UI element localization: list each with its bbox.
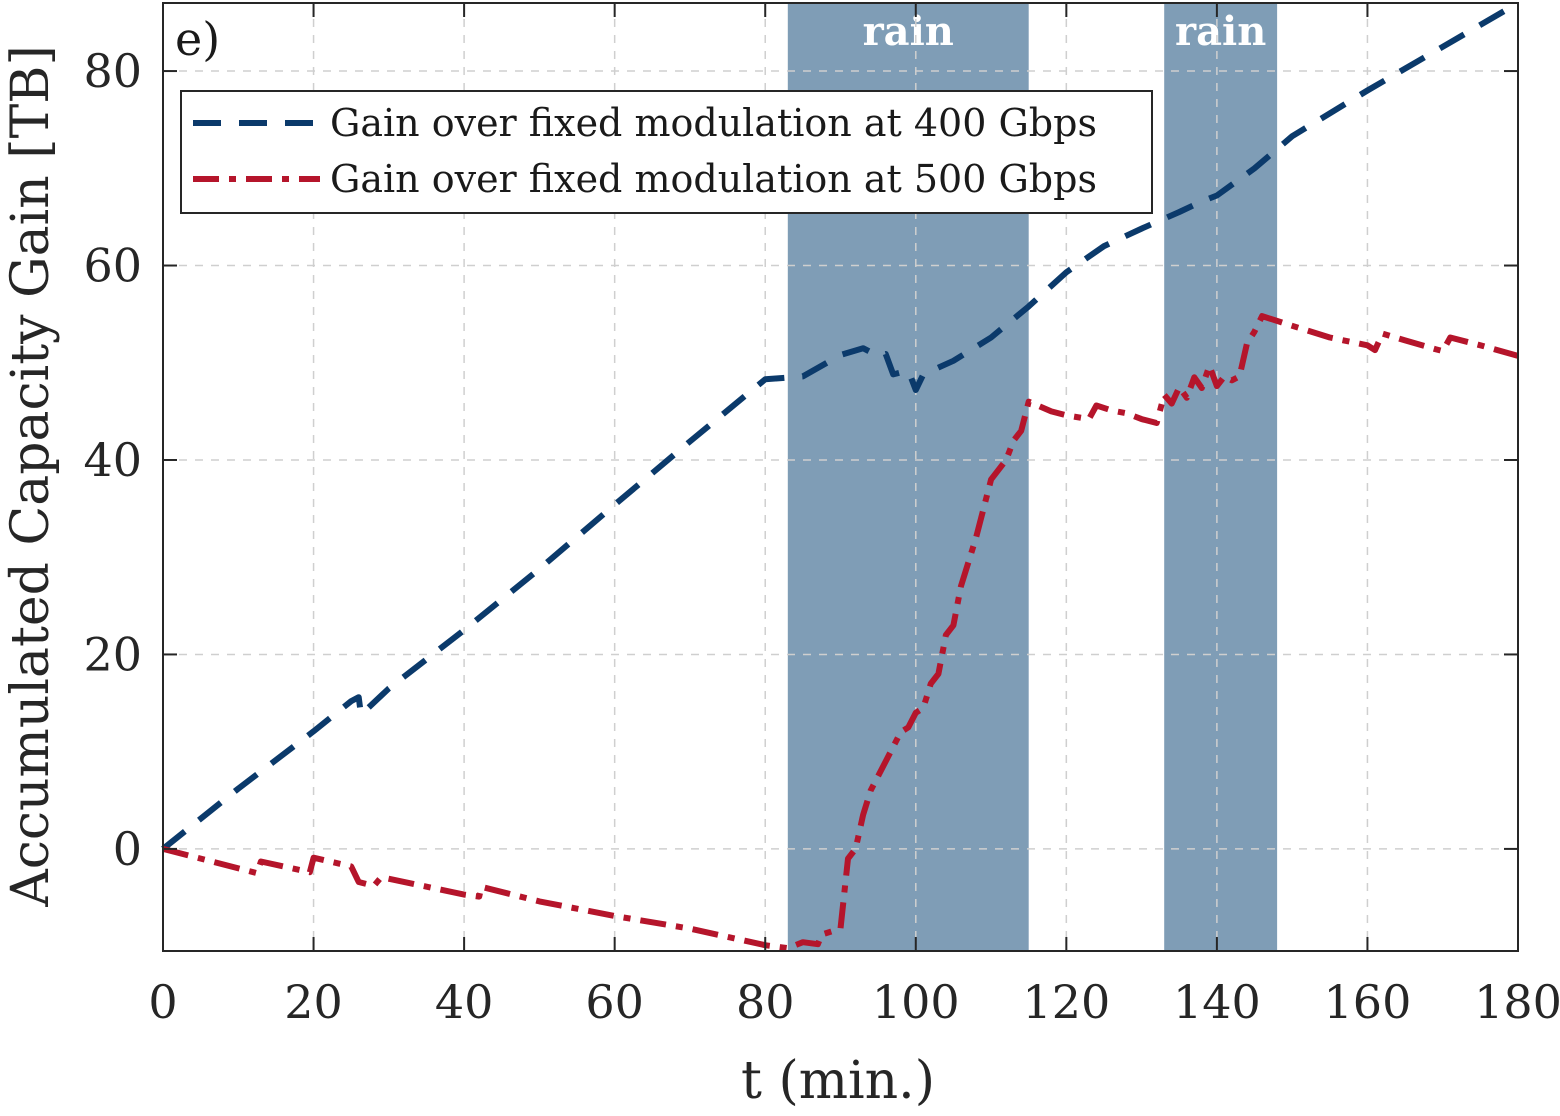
grid-lines — [163, 3, 1518, 951]
x-tick-label-60: 60 — [585, 975, 644, 1029]
legend: Gain over fixed modulation at 400 Gbps G… — [180, 90, 1153, 214]
rain-region-1 — [1164, 3, 1278, 951]
panel-label: e) — [175, 12, 220, 66]
y-tick-label-60: 60 — [83, 239, 142, 293]
rain-region-label-0: rain — [863, 8, 954, 55]
rain-region-label-1: rain — [1175, 8, 1266, 55]
legend-label-400gbps: Gain over fixed modulation at 400 Gbps — [330, 101, 1097, 145]
series-layer — [161, 0, 1520, 952]
legend-box — [180, 90, 1153, 214]
x-tick-label-40: 40 — [435, 975, 494, 1029]
x-axis-label: t (min.) — [741, 1051, 935, 1111]
y-tick-label-0: 0 — [113, 822, 142, 876]
legend-label-500gbps: Gain over fixed modulation at 500 Gbps — [330, 157, 1097, 201]
x-tick-label-140: 140 — [1173, 975, 1261, 1029]
series-line-500gbps — [162, 313, 1519, 952]
y-tick-label-20: 20 — [83, 627, 142, 681]
y-tick-label-80: 80 — [83, 44, 142, 98]
y-axis-label: Accumulated Capacity Gain [TB] — [1, 45, 61, 908]
x-tick-label-20: 20 — [284, 975, 343, 1029]
x-tick-label-180: 180 — [1474, 975, 1560, 1029]
x-tick-label-160: 160 — [1324, 975, 1412, 1029]
x-tick-label-120: 120 — [1022, 975, 1110, 1029]
plot-frame — [162, 2, 1519, 952]
series-line-400gbps — [161, 0, 1520, 852]
x-tick-label-100: 100 — [872, 975, 960, 1029]
y-tick-label-40: 40 — [83, 433, 142, 487]
x-tick-label-80: 80 — [736, 975, 795, 1029]
x-tick-label-0: 0 — [148, 975, 177, 1029]
tick-labels: 0 20 40 60 80 100 120 140 160 180 0 20 40 60 80 — [83, 44, 1560, 1029]
tick-marks — [162, 3, 1519, 951]
